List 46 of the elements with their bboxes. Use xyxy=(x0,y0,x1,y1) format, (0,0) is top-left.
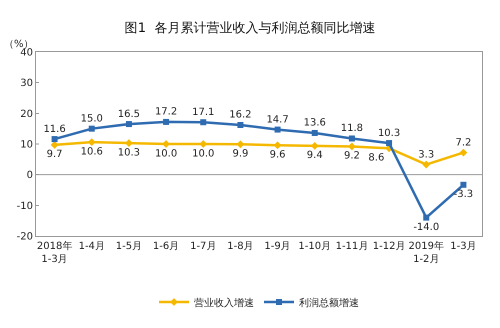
data-label: 10.0 xyxy=(192,148,214,160)
x-tick-label: 1-10月 xyxy=(298,241,332,252)
y-tick-label: 0 xyxy=(26,170,33,182)
data-label: 9.6 xyxy=(270,149,286,160)
data-label: 10.3 xyxy=(118,147,140,158)
x-tick-label: 2018年 1-3月 xyxy=(36,240,72,265)
chart-title: 图1 各月累计营业收入与利润总额同比增速 xyxy=(124,21,376,36)
x-tick-label: 1-5月 xyxy=(116,241,142,252)
legend-label: 营业收入增速 xyxy=(194,296,254,309)
data-label: -3.3 xyxy=(454,189,474,200)
data-label: 9.4 xyxy=(306,150,323,162)
x-tick-label: 1-11月 xyxy=(336,241,368,252)
data-label: 8.6 xyxy=(368,152,384,164)
y-tick-label: 20 xyxy=(20,108,33,120)
data-label: 9.7 xyxy=(46,149,63,160)
legend-label: 利润总额增速 xyxy=(299,296,359,309)
x-tick-label: 1-4月 xyxy=(78,241,105,252)
data-label: -14.0 xyxy=(413,222,440,233)
data-label: 10.6 xyxy=(80,146,103,158)
data-label: 13.6 xyxy=(304,118,326,129)
x-tick-label: 1-7月 xyxy=(190,241,216,252)
y-tick-label: -20 xyxy=(16,232,33,242)
y-tick-label: 30 xyxy=(20,78,33,90)
y-tick-label: 40 xyxy=(20,48,33,58)
data-label: 10.0 xyxy=(154,148,178,160)
x-tick-label: 1-3月 xyxy=(450,241,477,252)
x-tick-label: 1-8月 xyxy=(227,241,254,252)
y-tick-label: -10 xyxy=(16,200,33,212)
data-label: 15.0 xyxy=(80,113,103,124)
data-label: 17.1 xyxy=(192,106,214,118)
y-tick-label: 10 xyxy=(20,140,33,150)
data-label: 9.9 xyxy=(232,148,248,160)
x-tick-label: 1-12月 xyxy=(372,241,406,252)
data-label: 16.2 xyxy=(229,110,252,121)
data-label: 9.2 xyxy=(344,150,360,162)
data-label: 14.7 xyxy=(266,114,289,126)
data-label: 16.5 xyxy=(118,108,140,120)
x-tick-label: 1-9月 xyxy=(264,241,291,252)
x-tick-label: 1-6月 xyxy=(152,241,180,252)
data-label: 11.6 xyxy=(43,124,66,135)
data-label: 17.2 xyxy=(154,106,178,118)
x-tick-label: 2019年 1-2月 xyxy=(408,240,444,265)
data-label: 11.8 xyxy=(340,123,364,134)
data-label: 7.2 xyxy=(455,137,472,148)
data-label: 10.3 xyxy=(378,128,400,139)
data-label: 3.3 xyxy=(418,149,434,160)
